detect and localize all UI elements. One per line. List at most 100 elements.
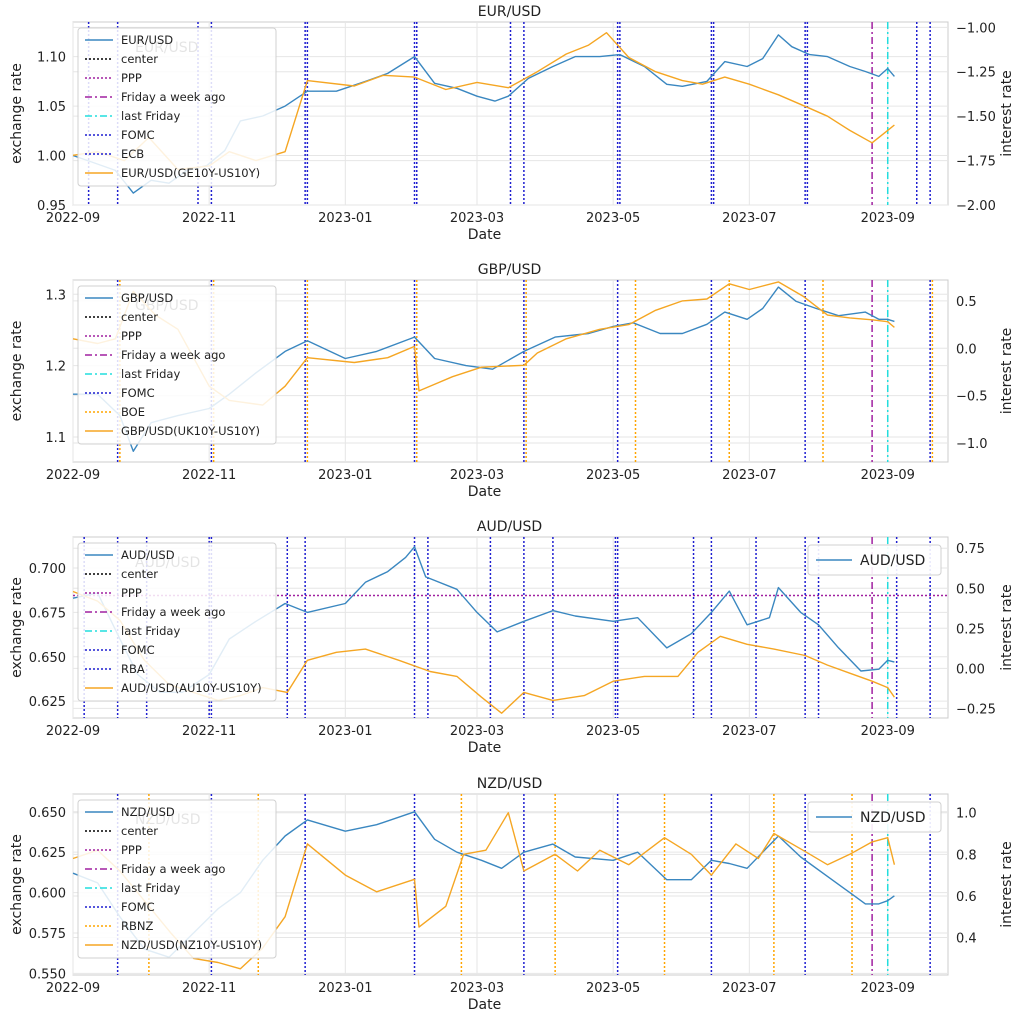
legend-entry: EUR/USD bbox=[121, 33, 173, 47]
legend-entry: AUD/USD bbox=[121, 548, 175, 562]
y-tick-label: 0.650 bbox=[29, 651, 66, 666]
legend: GBP/USD center PPP Friday a week ago last Fr… bbox=[77, 285, 277, 445]
legend-entry: last Friday bbox=[121, 109, 180, 123]
y-axis-label-right: interest rate bbox=[999, 70, 1015, 157]
legend-secondary-entry: NZD/USD bbox=[860, 810, 925, 826]
x-tick-label: 2023-01 bbox=[318, 981, 372, 996]
x-tick-label: 2023-05 bbox=[586, 724, 640, 739]
x-tick-label: 2022-09 bbox=[46, 724, 100, 739]
legend-entry: BOE bbox=[121, 405, 145, 419]
y-tick-label: 0.700 bbox=[29, 562, 66, 577]
subplot-title: EUR/USD bbox=[478, 4, 541, 20]
y-tick-label: 1.10 bbox=[37, 51, 66, 66]
x-tick-label: 2023-05 bbox=[586, 981, 640, 996]
legend-entry: center bbox=[121, 52, 158, 66]
x-tick-label: 2023-03 bbox=[450, 468, 504, 483]
y2-tick-label: 0.25 bbox=[956, 622, 985, 637]
legend-entry: PPP bbox=[121, 586, 142, 600]
x-tick-label: 2023-01 bbox=[318, 724, 372, 739]
legend-entry: last Friday bbox=[121, 881, 180, 895]
y-tick-label: 1.3 bbox=[45, 288, 66, 303]
y-axis-label-left: exchange rate bbox=[9, 577, 25, 678]
legend-entry: NZD/USD(NZ10Y-US10Y) bbox=[121, 938, 262, 952]
legend-entry: GBP/USD(UK10Y-US10Y) bbox=[121, 424, 260, 438]
y2-tick-label: 1.0 bbox=[956, 807, 977, 822]
x-tick-label: 2023-09 bbox=[861, 468, 915, 483]
y2-tick-label: 0.4 bbox=[956, 932, 977, 947]
y2-tick-label: −1.75 bbox=[956, 155, 996, 170]
legend-box bbox=[77, 285, 277, 445]
legend-box bbox=[77, 542, 277, 702]
x-tick-label: 2023-07 bbox=[722, 468, 776, 483]
y-tick-label: 1.2 bbox=[45, 360, 66, 375]
legend: NZD/USD center PPP Friday a week ago last Fr… bbox=[77, 799, 277, 959]
legend-entry: Friday a week ago bbox=[121, 348, 225, 362]
x-tick-label: 2022-11 bbox=[182, 724, 236, 739]
legend-entry: GBP/USD bbox=[121, 291, 173, 305]
y2-tick-label: 0.00 bbox=[956, 662, 985, 677]
subplot-gbp-usd: GBP/USD 1.1 1.2 1.3 −1.0 −0.5 0.0 0.5 2022-09 202… bbox=[9, 262, 1015, 500]
legend-entry: Friday a week ago bbox=[121, 605, 225, 619]
y2-tick-label: −0.25 bbox=[956, 702, 996, 717]
y2-tick-label: 0.8 bbox=[956, 848, 977, 863]
subplot-eur-usd: EUR/USD 0.95 1.00 1.05 1.10 −2.00 −1.75 −1.50 −1… bbox=[9, 4, 1015, 243]
y-axis-label-left: exchange rate bbox=[9, 63, 25, 164]
y-axis-label-left: exchange rate bbox=[9, 321, 25, 422]
subplot-title: AUD/USD bbox=[477, 519, 542, 535]
x-tick-label: 2022-09 bbox=[46, 211, 100, 226]
legend-secondary-box bbox=[807, 544, 942, 576]
x-tick-label: 2022-11 bbox=[182, 981, 236, 996]
y2-tick-label: 0.6 bbox=[956, 890, 977, 905]
x-tick-label: 2023-07 bbox=[722, 724, 776, 739]
x-axis-label: Date bbox=[468, 997, 501, 1013]
x-tick-label: 2023-01 bbox=[318, 468, 372, 483]
y-tick-label: 0.575 bbox=[29, 927, 66, 942]
legend-entry: NZD/USD bbox=[121, 805, 175, 819]
x-axis-label: Date bbox=[468, 227, 501, 243]
legend-entry: FOMC bbox=[121, 900, 155, 914]
y2-tick-label: −1.25 bbox=[956, 66, 996, 81]
y2-tick-label: −1.0 bbox=[956, 437, 988, 452]
x-tick-label: 2022-09 bbox=[46, 981, 100, 996]
subplot-title: GBP/USD bbox=[478, 262, 542, 278]
y-axis-label-right: interest rate bbox=[999, 584, 1015, 671]
x-tick-label: 2023-07 bbox=[722, 981, 776, 996]
y-tick-label: 1.05 bbox=[37, 100, 66, 115]
y-tick-label: 0.550 bbox=[29, 967, 66, 982]
y-tick-label: 1.00 bbox=[37, 150, 66, 165]
legend-box bbox=[77, 27, 277, 187]
legend-secondary: AUD/USD bbox=[807, 544, 942, 576]
y-tick-label: 0.650 bbox=[29, 806, 66, 821]
y2-tick-label: −1.00 bbox=[956, 21, 996, 36]
x-tick-label: 2023-05 bbox=[586, 211, 640, 226]
x-axis-label: Date bbox=[468, 740, 501, 756]
legend-entry: ECB bbox=[121, 147, 144, 161]
legend-entry: center bbox=[121, 310, 158, 324]
x-tick-label: 2022-11 bbox=[182, 211, 236, 226]
legend-entry: PPP bbox=[121, 329, 142, 343]
legend: EUR/USD center PPP Friday a week ago last Fr… bbox=[77, 27, 277, 187]
y-tick-label: 0.625 bbox=[29, 846, 66, 861]
y2-tick-label: −1.50 bbox=[956, 110, 996, 125]
legend-entry: last Friday bbox=[121, 624, 180, 638]
x-tick-label: 2023-03 bbox=[450, 724, 504, 739]
x-tick-label: 2023-09 bbox=[861, 724, 915, 739]
series-line-nzd-usd-nz10y-us10y- bbox=[72, 812, 896, 970]
legend-secondary-box bbox=[807, 801, 942, 833]
x-tick-label: 2023-09 bbox=[861, 981, 915, 996]
y2-tick-label: 0.0 bbox=[956, 342, 977, 357]
y2-tick-label: −0.5 bbox=[956, 390, 988, 405]
legend-entry: PPP bbox=[121, 71, 142, 85]
legend-secondary: NZD/USD bbox=[807, 801, 942, 833]
y2-tick-label: 0.50 bbox=[956, 582, 985, 597]
y-axis-label-right: interest rate bbox=[999, 841, 1015, 928]
x-axis-label: Date bbox=[468, 484, 501, 500]
legend-entry: RBNZ bbox=[121, 919, 153, 933]
y2-tick-label: −2.00 bbox=[956, 199, 996, 214]
x-tick-label: 2022-09 bbox=[46, 468, 100, 483]
y-tick-label: 0.600 bbox=[29, 887, 66, 902]
legend-entry: center bbox=[121, 824, 158, 838]
legend-entry: FOMC bbox=[121, 128, 155, 142]
x-tick-label: 2023-03 bbox=[450, 981, 504, 996]
